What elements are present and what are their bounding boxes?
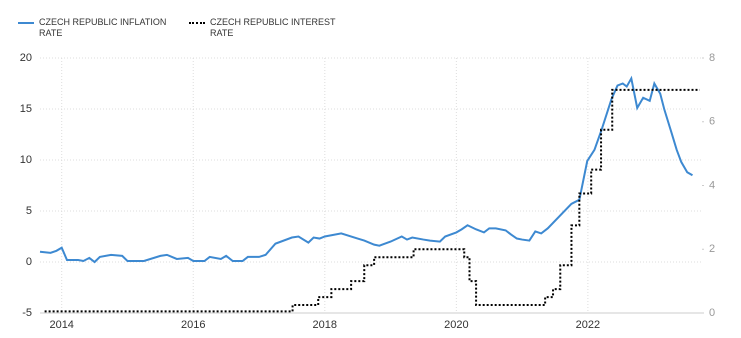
x-tick-label: 2018 [313,319,337,331]
y-tick-label: 5 [26,205,32,217]
legend-item: CZECH REPUBLIC INFLATION RATE [18,17,169,39]
legend: CZECH REPUBLIC INFLATION RATE CZECH REPUB… [18,17,340,39]
y-tick-label: 0 [26,256,32,268]
y-tick-label: 10 [20,154,32,166]
series-line [44,88,700,313]
x-tick-label: 2020 [444,319,468,331]
x-tick-label: 2014 [49,319,73,331]
y-tick-label: -5 [22,307,32,319]
y2-tick-label: 8 [709,52,715,64]
y-tick-label: 20 [20,52,32,64]
y2-tick-label: 4 [709,179,715,191]
series-line [39,75,693,264]
y-tick-label: 15 [20,103,32,115]
legend-swatch [18,22,34,24]
legend-label: CZECH REPUBLIC INFLATION RATE [39,17,167,38]
y2-tick-label: 6 [709,116,715,128]
y2-tick-label: 2 [709,243,715,255]
y2-tick-label: 0 [709,307,715,319]
legend-label: CZECH REPUBLIC INTEREST RATE [210,17,336,38]
legend-swatch [189,22,205,24]
x-tick-label: 2016 [181,319,205,331]
legend-item: CZECH REPUBLIC INTEREST RATE [189,17,340,39]
x-tick-label: 2022 [576,319,600,331]
